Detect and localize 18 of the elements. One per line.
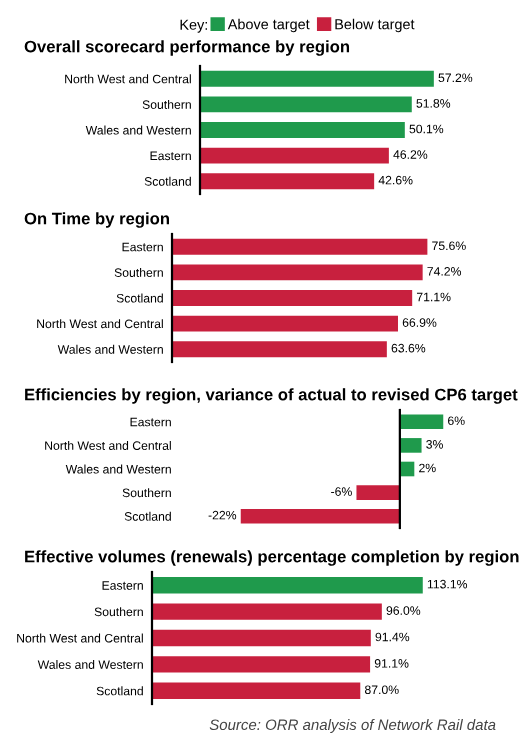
bar — [356, 485, 400, 500]
bar — [200, 147, 389, 164]
chart-title: Effective volumes (renewals) percentage completion by region — [25, 550, 519, 566]
chart-title: Efficiencies by region, variance of actual to revised CP6 target — [25, 388, 518, 404]
bar — [152, 629, 371, 647]
chart-title: Overall scorecard performance by region — [24, 40, 350, 56]
bar — [152, 682, 361, 699]
bar — [399, 414, 444, 430]
bar — [200, 70, 434, 87]
bar — [152, 577, 423, 594]
bar — [399, 438, 422, 453]
bar — [240, 508, 400, 524]
bar — [200, 96, 412, 113]
bar — [152, 656, 371, 673]
chart-title: On Time by region — [24, 212, 169, 228]
bar — [200, 122, 405, 138]
bar — [152, 603, 382, 620]
bar — [200, 173, 375, 190]
